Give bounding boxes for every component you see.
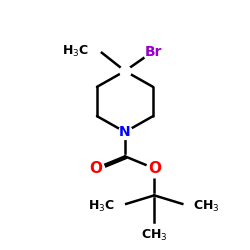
Text: H$_3$C: H$_3$C: [88, 199, 115, 214]
Text: Br: Br: [144, 44, 162, 59]
Text: CH$_3$: CH$_3$: [141, 228, 168, 244]
Text: O: O: [89, 161, 102, 176]
Text: N: N: [119, 125, 131, 139]
Text: H$_3$C: H$_3$C: [62, 44, 88, 59]
Text: O: O: [148, 161, 161, 176]
Text: CH$_3$: CH$_3$: [193, 199, 220, 214]
